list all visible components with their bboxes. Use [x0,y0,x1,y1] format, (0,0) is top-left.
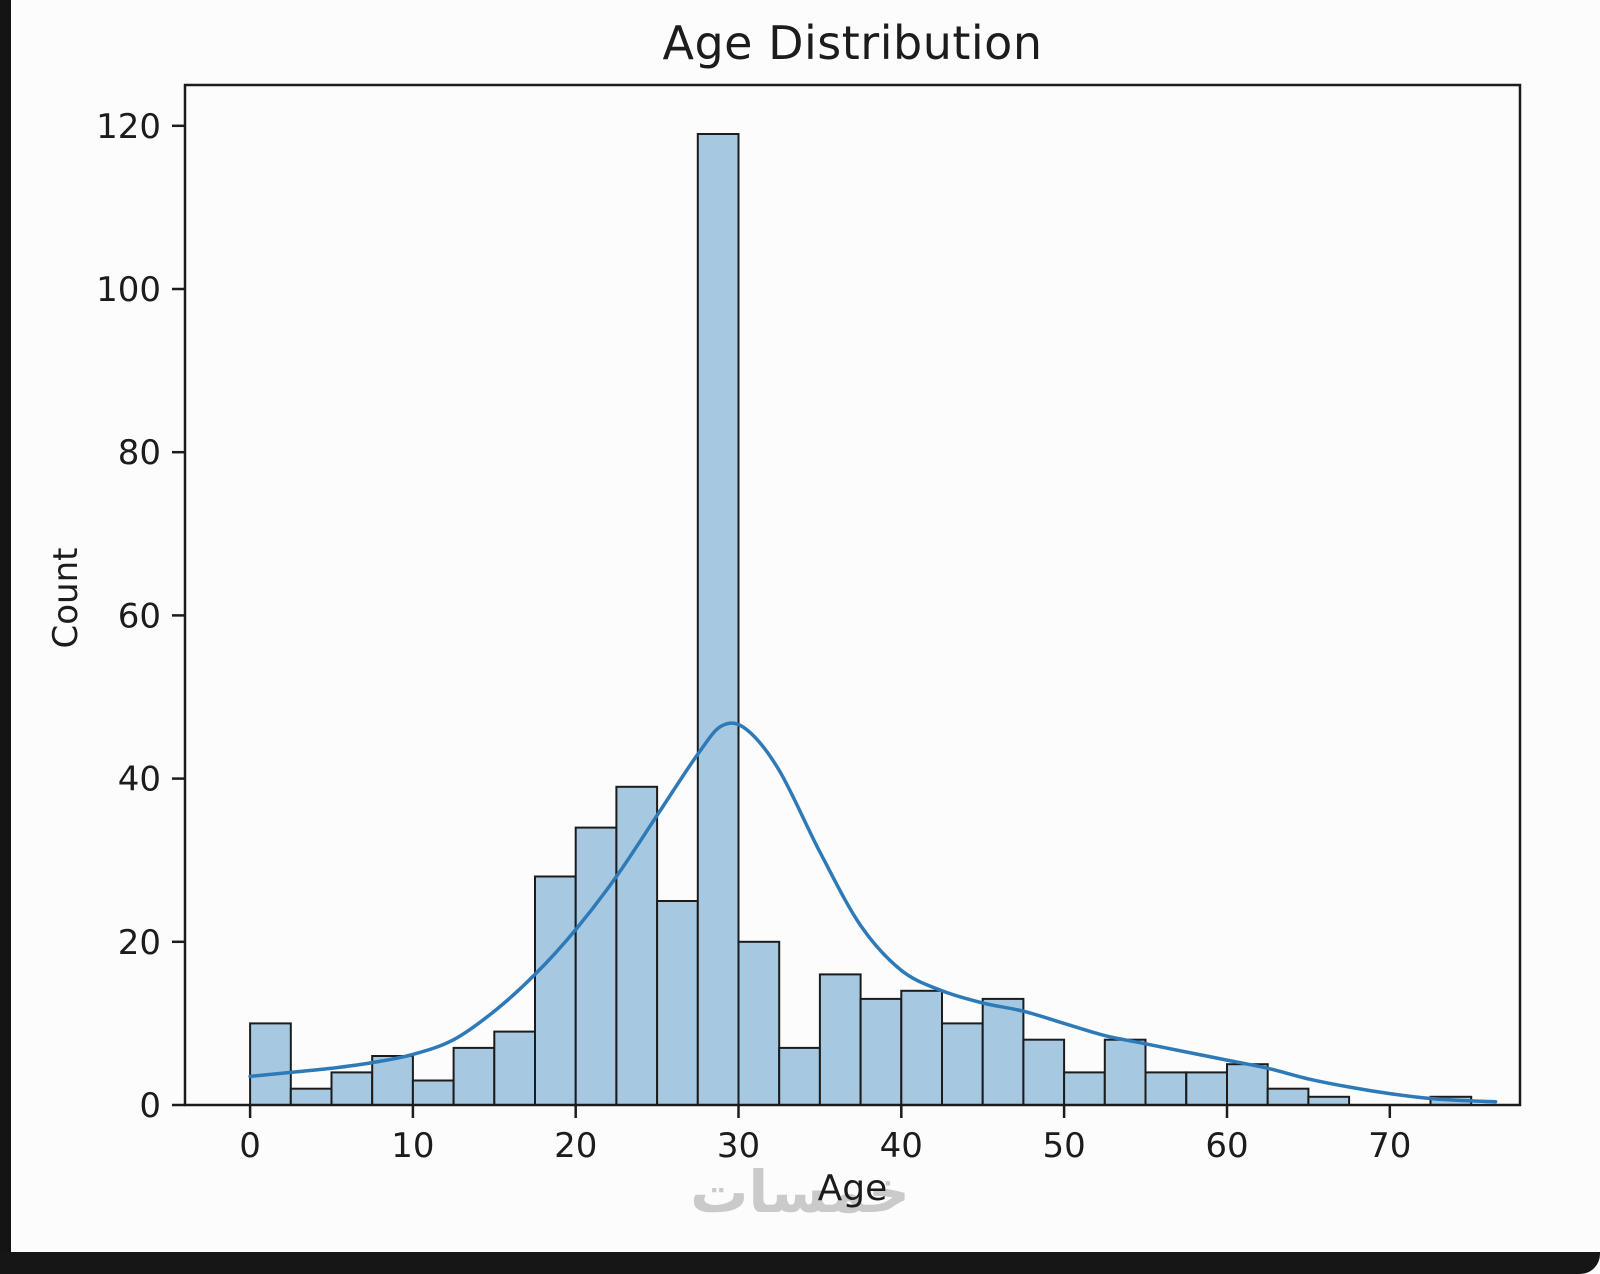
y-tick-label: 80 [118,433,161,473]
histogram-bar [452,1046,496,1107]
histogram-bar [289,1087,333,1106]
histogram-bar [1185,1071,1229,1107]
watermark-text: خمسات [690,1158,910,1226]
histogram-bar [615,785,659,1106]
x-tick-label: 60 [1205,1126,1248,1166]
histogram-bar [981,997,1025,1107]
histogram-bar [900,989,943,1106]
histogram-bar [493,1030,536,1106]
histogram-bar [534,875,577,1106]
histogram-bar [656,900,699,1106]
histogram-bar [778,1046,821,1107]
histogram-bar [574,826,618,1106]
kde-curve [248,721,1498,1104]
y-tick-label: 120 [96,107,161,147]
histogram-bar [818,973,862,1107]
x-tick-label: 10 [391,1126,434,1166]
y-tick-label: 0 [139,1086,161,1126]
x-tick-label: 50 [1042,1126,1085,1166]
histogram-bar [330,1071,374,1107]
axes-frame [183,83,1522,1107]
histogram-bar [737,940,781,1106]
x-tick-label: 0 [239,1126,261,1166]
chart-title: Age Distribution [662,16,1043,70]
histogram-bar [696,133,740,1106]
y-axis-label: Count [46,547,86,649]
histogram-bar [1266,1087,1310,1106]
histogram-bar [249,1022,292,1107]
x-axis-label: Age [817,1168,888,1209]
y-tick-label: 60 [118,596,161,636]
histogram-bar [859,997,903,1107]
scan-edge-left [0,0,11,1274]
x-tick-label: 40 [880,1126,923,1166]
histogram-bar [1226,1063,1269,1106]
x-tick-label: 70 [1368,1126,1411,1166]
x-tick-label: 30 [717,1126,760,1166]
histogram-bar [1103,1038,1147,1106]
histogram-bar [1063,1071,1106,1107]
y-tick-label: 100 [96,270,161,310]
scan-edge-bottom [0,1252,1600,1274]
histogram-bar [371,1055,414,1106]
histogram-bar [411,1079,455,1106]
histogram-bar [1022,1038,1066,1106]
histogram-bar [1144,1071,1188,1107]
histogram-bar [941,1022,984,1107]
y-tick-label: 20 [118,923,161,963]
x-tick-label: 20 [554,1126,597,1166]
y-tick-label: 40 [118,760,161,800]
